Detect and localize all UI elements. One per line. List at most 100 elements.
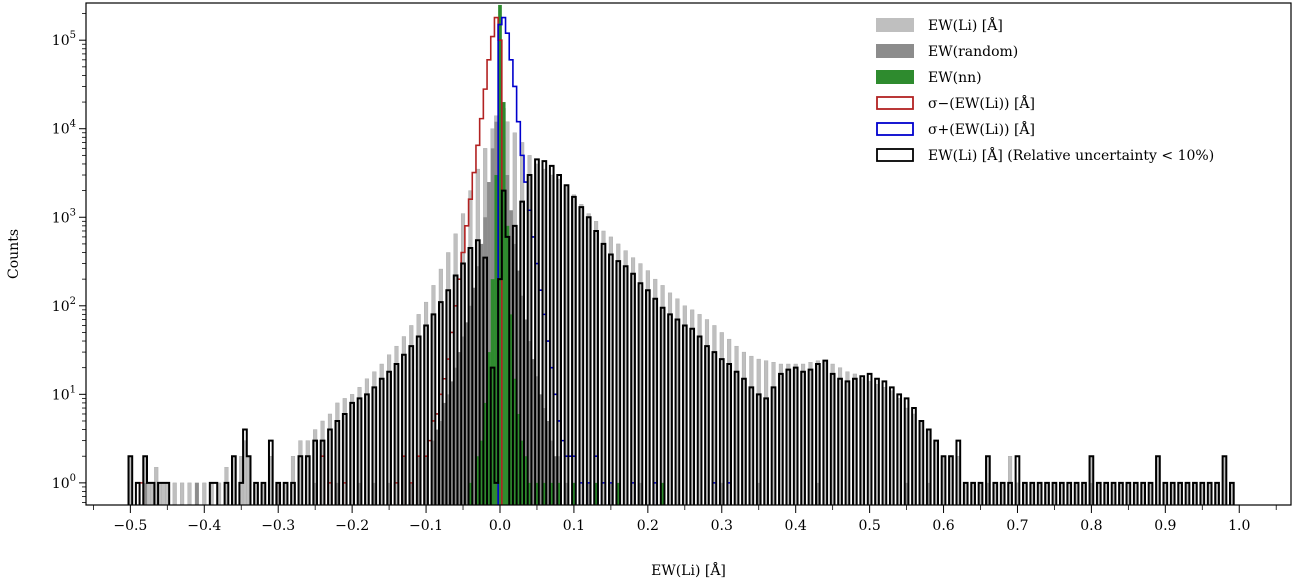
x-axis-label: EW(Li) [Å] (651, 561, 726, 579)
x-tick-label: 0.8 (1080, 518, 1102, 534)
series-0-bar (187, 482, 192, 505)
series-1-bar (479, 243, 484, 505)
legend-entry: EW(nn) (876, 70, 982, 86)
series-1-bar (535, 376, 539, 505)
x-tick-label: 0.2 (637, 518, 659, 534)
series-2-bar (505, 225, 510, 505)
y-tick-label: 105 (52, 30, 76, 49)
series-1-bar (457, 352, 462, 505)
series-1-bar (387, 482, 391, 505)
series-1-bar (416, 456, 421, 505)
series-1-bar (986, 482, 990, 505)
series-1-bar (638, 482, 643, 505)
x-tick-label: −0.3 (261, 518, 295, 534)
legend-swatch (876, 122, 914, 136)
x-tick-label: −0.1 (409, 518, 443, 534)
series-2-bar (535, 482, 539, 505)
series-1-bar (195, 482, 199, 505)
series-2-bar (572, 482, 576, 505)
legend-label: EW(random) (928, 44, 1018, 60)
series-1-bar (904, 482, 909, 505)
series-1-bar (143, 482, 147, 505)
x-tick-label: 1.0 (1228, 518, 1250, 534)
series-1-bar (586, 482, 591, 505)
series-1-bar (468, 305, 473, 505)
x-tick-label: 0.1 (563, 518, 585, 534)
series-1-bar (450, 381, 454, 505)
x-tick-label: 0.9 (1154, 518, 1176, 534)
legend-entry: EW(Li) [Å] (876, 16, 1003, 34)
series-1-bar (357, 482, 362, 505)
legend-swatch (876, 44, 914, 58)
legend: EW(Li) [Å] EW(random) EW(nn) σ−(EW(Li)) [Å]… (876, 16, 1214, 164)
y-axis-label: Counts (6, 229, 22, 279)
series-0-bar (202, 482, 207, 505)
series-1-bar (372, 482, 377, 505)
series-1-bar (538, 394, 543, 505)
legend-label: EW(Li) [Å] (Relative uncertainty < 10%) (928, 146, 1214, 164)
series-1-bar (553, 456, 558, 505)
series-1-bar (926, 482, 931, 505)
series-1-bar (276, 482, 281, 505)
x-tick-label: −0.2 (335, 518, 369, 534)
x-tick-label: 0.6 (932, 518, 954, 534)
series-0-bar (180, 482, 185, 505)
series-1-bar (439, 420, 443, 505)
x-tick-label: 0.5 (858, 518, 880, 534)
series-1-bar (546, 420, 550, 505)
series-1-bar (756, 482, 761, 505)
series-1-bar (549, 440, 554, 505)
series-1-bar (527, 341, 532, 505)
series-0-bar (146, 482, 151, 505)
series-2-bar (501, 102, 506, 505)
series-1-bar (402, 456, 406, 505)
y-tick-label: 101 (52, 384, 76, 403)
series-2-bars (468, 4, 665, 505)
x-tick-label: 0.0 (489, 518, 511, 534)
series-2-bar (494, 175, 499, 505)
series-1-bar (472, 287, 476, 505)
series-2-bar (512, 378, 517, 505)
series-1-bar (435, 429, 439, 505)
series-2-bar (468, 482, 473, 505)
series-5-step-line (127, 158, 1235, 505)
series-1-bar (442, 402, 447, 505)
series-1-bar (431, 440, 436, 505)
series-2-bar (509, 314, 513, 505)
legend-swatch (876, 148, 914, 162)
series-1-bar (487, 182, 491, 505)
series-2-bar (616, 482, 621, 505)
legend-label: EW(nn) (928, 70, 982, 86)
x-tick-label: 0.3 (711, 518, 733, 534)
series-1-bar (524, 319, 528, 505)
series-2-bar (660, 482, 665, 505)
series-1-bar (520, 295, 525, 505)
series-1-bar (557, 456, 561, 505)
y-tick-label: 102 (52, 296, 76, 315)
series-1-bar (719, 482, 724, 505)
series-1-bar (335, 482, 340, 505)
series-1-bar (531, 359, 536, 505)
series-1-bar (512, 243, 517, 505)
series-2-bar (483, 402, 488, 505)
series-0-bar (172, 482, 177, 505)
axes-layer: −0.5 −0.4 −0.3 −0.2 −0.1 0.0 0.1 0.2 0.3 0.4 0.5 0.… (52, 2, 1292, 534)
series-2-bar (542, 482, 547, 505)
series-1-bar (1089, 482, 1094, 505)
series-1-bar (424, 456, 428, 505)
legend-swatch (876, 18, 914, 32)
series-1-bar (542, 408, 547, 505)
series-2-bar (498, 4, 502, 505)
y-tick-label: 103 (52, 207, 76, 226)
y-tick-label: 100 (52, 473, 76, 492)
series-2-bar (594, 482, 598, 505)
series-1-bar (475, 266, 480, 505)
legend-label: σ+(EW(Li)) [Å] (928, 120, 1035, 138)
series-2-bar (524, 456, 528, 505)
x-tick-label: 0.7 (1006, 518, 1028, 534)
series-2-bar (520, 440, 525, 505)
series-layer (127, 4, 1235, 505)
legend-swatch (876, 96, 914, 110)
series-1-bar (453, 367, 458, 505)
